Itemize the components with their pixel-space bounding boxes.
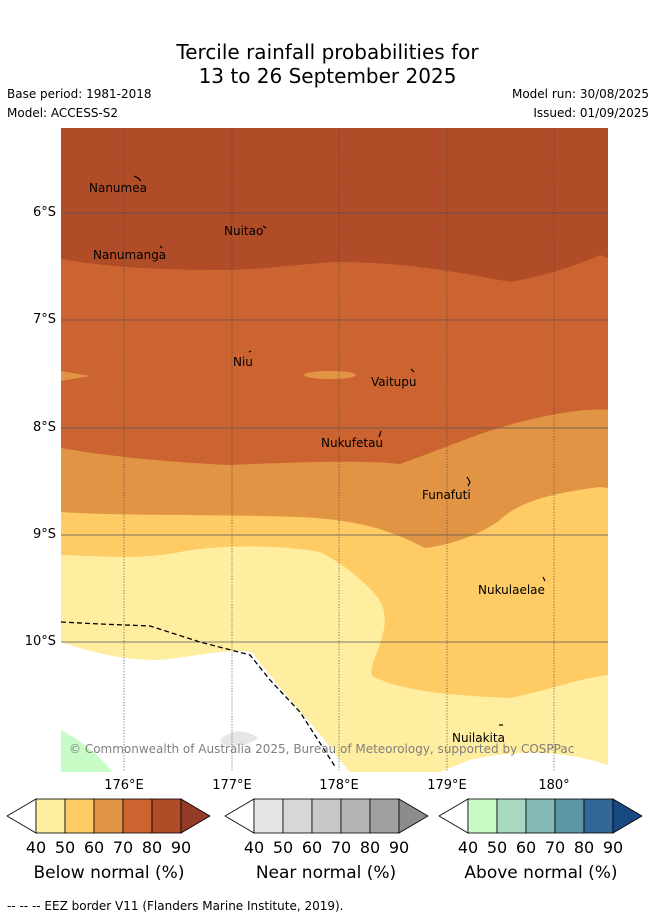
- near-tick: 70: [330, 838, 352, 857]
- near-tick: 60: [301, 838, 323, 857]
- place-nanumea: Nanumea: [89, 181, 147, 195]
- title-line-2: 13 to 26 September 2025: [198, 64, 457, 88]
- base-period: Base period: 1981-2018: [7, 87, 152, 101]
- latitude-gridlines: [61, 212, 608, 643]
- above-normal-label: Above normal (%): [464, 863, 618, 883]
- place-nukufetau: Nukufetau: [321, 436, 383, 450]
- zone-below-60-edge: [61, 371, 90, 381]
- legend-near-normal: [224, 798, 429, 834]
- zone-no-dominant: [61, 642, 350, 772]
- lat-label-10s: 10°S: [24, 634, 56, 649]
- below-tick: 40: [25, 838, 47, 857]
- legend-below-normal: [6, 798, 211, 834]
- title-line-1: Tercile rainfall probabilities for: [176, 40, 479, 64]
- zone-no-dominant-east: [440, 752, 608, 772]
- place-nanumanga: Nanumanga: [93, 248, 166, 262]
- near-tick: 50: [272, 838, 294, 857]
- near-tick: 90: [388, 838, 410, 857]
- issued-date: Issued: 01/09/2025: [533, 106, 649, 120]
- above-tick: 50: [486, 838, 508, 857]
- place-nukulaelae: Nukulaelae: [478, 583, 545, 597]
- above-tick: 80: [573, 838, 595, 857]
- zone-near-40-patch: [220, 731, 258, 746]
- map-title: Tercile rainfall probabilities for 13 to…: [0, 40, 655, 88]
- legend-above-normal: [438, 798, 643, 834]
- near-tick: 80: [359, 838, 381, 857]
- zone-above-40-patch: [61, 730, 112, 772]
- lat-label-7s: 7°S: [32, 312, 56, 327]
- place-nuilakita: Nuilakita: [452, 731, 505, 745]
- copyright-notice: © Commonwealth of Australia 2025, Bureau…: [69, 742, 575, 756]
- model-run: Model run: 30/08/2025: [511, 87, 649, 101]
- above-tick: 40: [457, 838, 479, 857]
- zone-below-60-patch: [304, 371, 356, 379]
- below-tick: 50: [54, 838, 76, 857]
- above-tick: 60: [515, 838, 537, 857]
- place-funafuti: Funafuti: [422, 488, 471, 502]
- below-tick: 60: [83, 838, 105, 857]
- lat-label-9s: 9°S: [32, 527, 56, 542]
- below-normal-label: Below normal (%): [33, 863, 185, 883]
- lon-label-176e: 176°E: [104, 778, 144, 793]
- below-tick: 70: [112, 838, 134, 857]
- above-tick: 70: [544, 838, 566, 857]
- above-tick: 90: [602, 838, 624, 857]
- below-tick: 80: [141, 838, 163, 857]
- lat-label-6s: 6°S: [32, 205, 56, 220]
- lat-label-8s: 8°S: [32, 420, 56, 435]
- model-name: Model: ACCESS-S2: [7, 106, 119, 120]
- place-vaitupu: Vaitupu: [371, 375, 417, 389]
- place-nuitao: Nuitao: [224, 224, 263, 238]
- place-niu: Niu: [233, 355, 253, 369]
- near-normal-label: Near normal (%): [255, 863, 397, 883]
- island-outlines: [133, 175, 546, 726]
- lon-label-180: 180°: [538, 778, 570, 793]
- lon-label-179e: 179°E: [427, 778, 467, 793]
- eez-footnote: -- -- -- EEZ border V11 (Flanders Marine…: [7, 899, 344, 913]
- longitude-gridlines: [123, 128, 555, 772]
- lon-label-177e: 177°E: [212, 778, 252, 793]
- below-tick: 90: [170, 838, 192, 857]
- near-tick: 40: [243, 838, 265, 857]
- lon-label-178e: 178°E: [319, 778, 359, 793]
